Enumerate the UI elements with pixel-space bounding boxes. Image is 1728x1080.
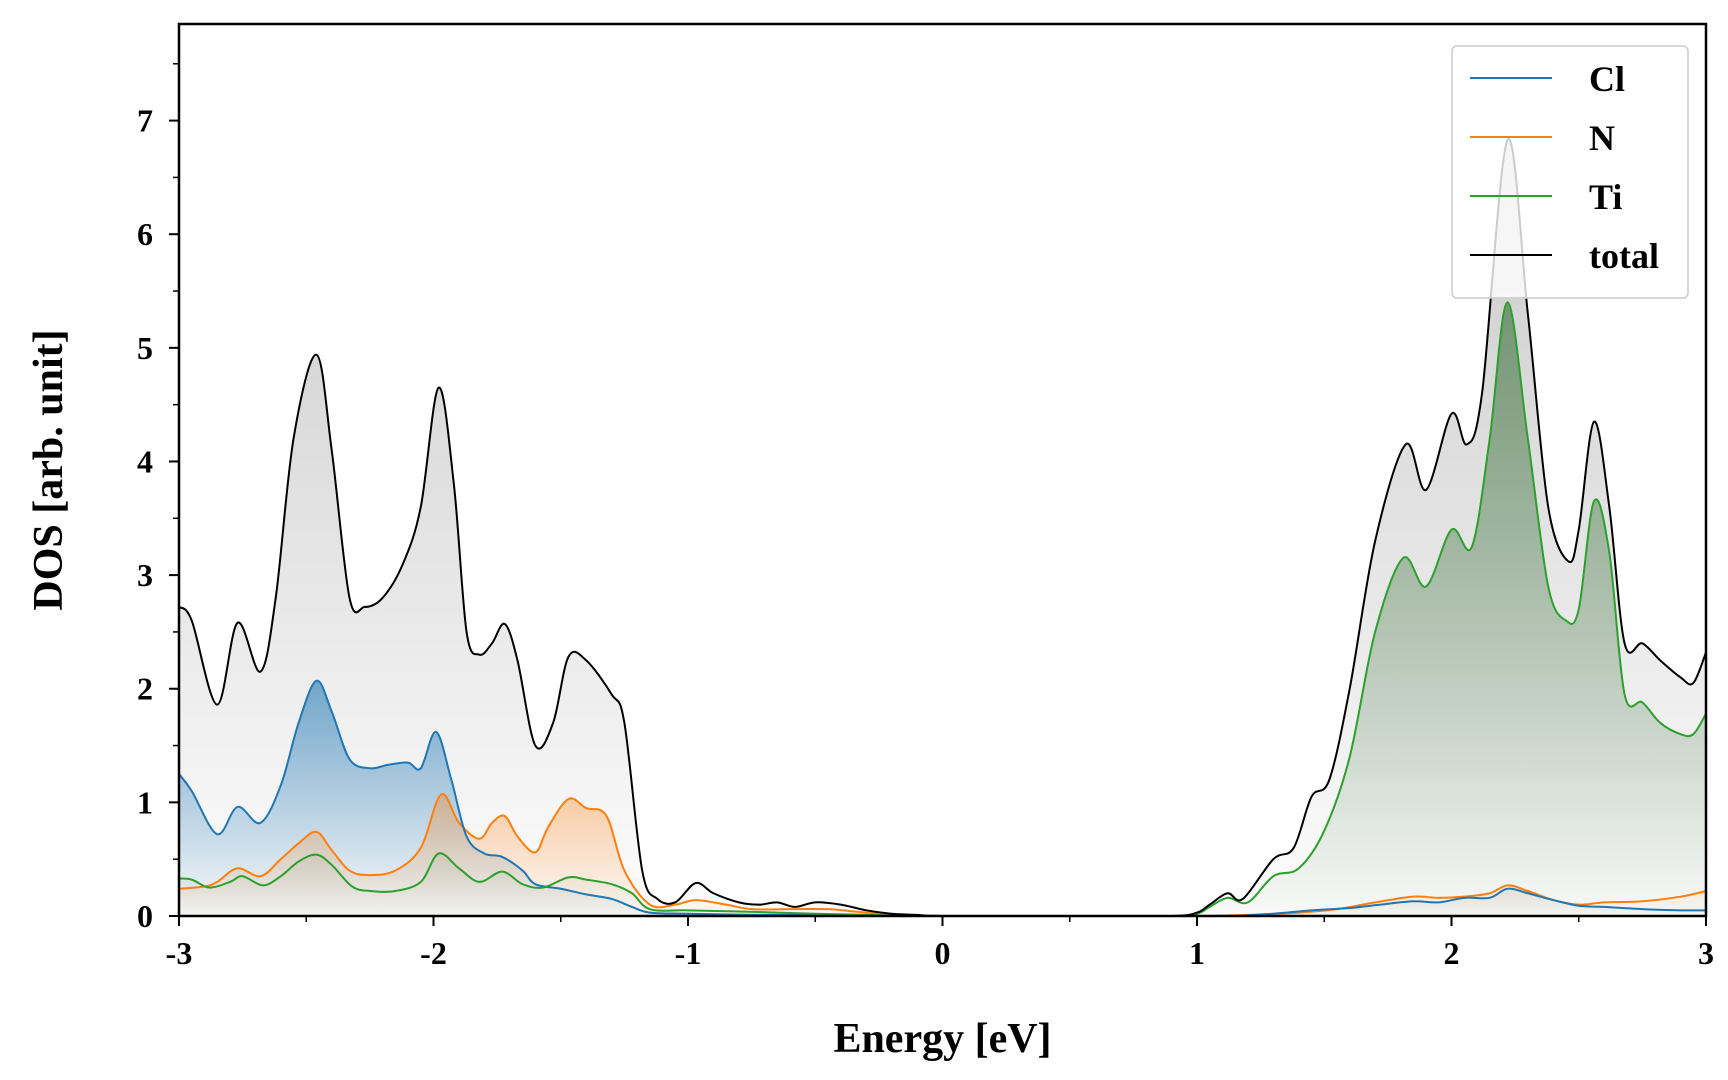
x-tick-label: -1 [675, 935, 702, 971]
axis-ticks [169, 63, 1707, 926]
legend-label-total: total [1589, 236, 1659, 276]
x-tick-label: 0 [935, 935, 951, 971]
y-axis-label: DOS [arb. unit] [26, 329, 72, 610]
series-line-cl [178, 679, 1707, 918]
y-tick-label: 3 [137, 557, 153, 593]
y-tick-label: 5 [137, 330, 153, 366]
legend-label-ti: Ti [1589, 177, 1622, 217]
x-axis-label: Energy [eV] [833, 1016, 1051, 1062]
x-tick-label: 2 [1444, 935, 1460, 971]
legend-box [1451, 45, 1689, 299]
y-tick-label: 4 [137, 443, 153, 479]
x-tick-label: -2 [420, 935, 447, 971]
y-tick-label: 6 [137, 216, 153, 252]
y-tick-label: 1 [137, 784, 153, 820]
area-fill-ti [179, 302, 1706, 916]
legend: Cl N Ti total [1451, 45, 1689, 299]
series-line-n [178, 793, 1707, 918]
area-fill-n [179, 793, 1706, 916]
legend-label-cl: Cl [1589, 59, 1625, 99]
area-fill-total [179, 138, 1706, 916]
axis-tick-labels: -3 -2 -1 0 1 2 3 0 1 2 3 4 5 6 7 [137, 103, 1714, 971]
area-fills [179, 138, 1706, 916]
x-tick-label: 1 [1189, 935, 1205, 971]
x-tick-label: -3 [166, 935, 193, 971]
legend-label-n: N [1589, 118, 1615, 158]
y-tick-label: 7 [137, 103, 153, 139]
y-tick-label: 0 [137, 898, 153, 934]
y-tick-label: 2 [137, 671, 153, 707]
x-tick-label: 3 [1698, 935, 1714, 971]
